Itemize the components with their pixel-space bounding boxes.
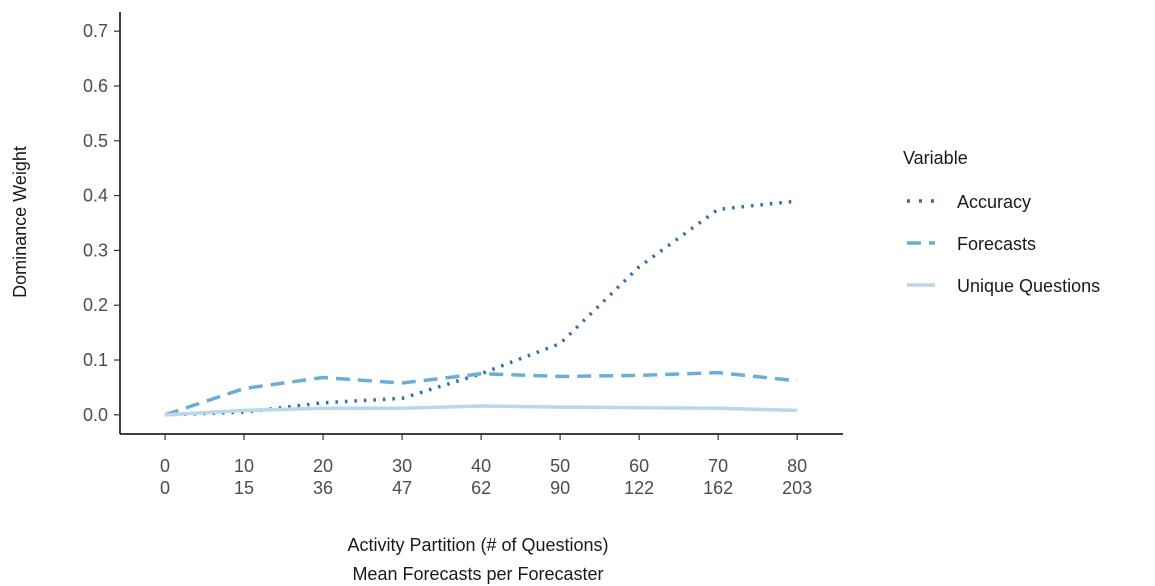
x-tick-sublabel: 36 [313,478,333,498]
x-tick-sublabel: 203 [782,478,812,498]
x-tick-sublabel: 90 [550,478,570,498]
series-line [164,404,798,417]
legend-label: Unique Questions [957,276,1100,296]
x-tick-label: 20 [313,456,333,476]
series-line [164,370,798,417]
x-tick-label: 60 [629,456,649,476]
series-line [164,199,798,417]
x-tick-label: 30 [392,456,412,476]
x-axis-label: Activity Partition (# of Questions) [347,535,608,555]
y-tick-label: 0.1 [83,350,108,370]
y-tick-label: 0.2 [83,295,108,315]
legend-label: Accuracy [957,192,1031,212]
x-tick-sublabel: 0 [160,478,170,498]
x-tick-sublabel: 15 [234,478,254,498]
x-tick-sublabel: 162 [703,478,733,498]
x-tick-sublabel: 62 [471,478,491,498]
y-tick-label: 0.7 [83,21,108,41]
x-tick-label: 70 [708,456,728,476]
y-tick-label: 0.3 [83,240,108,260]
y-tick-label: 0.5 [83,131,108,151]
legend-title: Variable [903,148,968,168]
x-tick-sublabel: 122 [624,478,654,498]
x-axis-label: Mean Forecasts per Forecaster [352,564,603,584]
y-tick-label: 0.6 [83,76,108,96]
legend-label: Forecasts [957,234,1036,254]
x-tick-label: 10 [234,456,254,476]
x-tick-sublabel: 47 [392,478,412,498]
x-tick-label: 0 [160,456,170,476]
x-tick-label: 40 [471,456,491,476]
y-axis-label: Dominance Weight [10,146,30,298]
y-tick-label: 0.0 [83,405,108,425]
x-tick-label: 50 [550,456,570,476]
x-tick-label: 80 [787,456,807,476]
y-tick-label: 0.4 [83,186,108,206]
